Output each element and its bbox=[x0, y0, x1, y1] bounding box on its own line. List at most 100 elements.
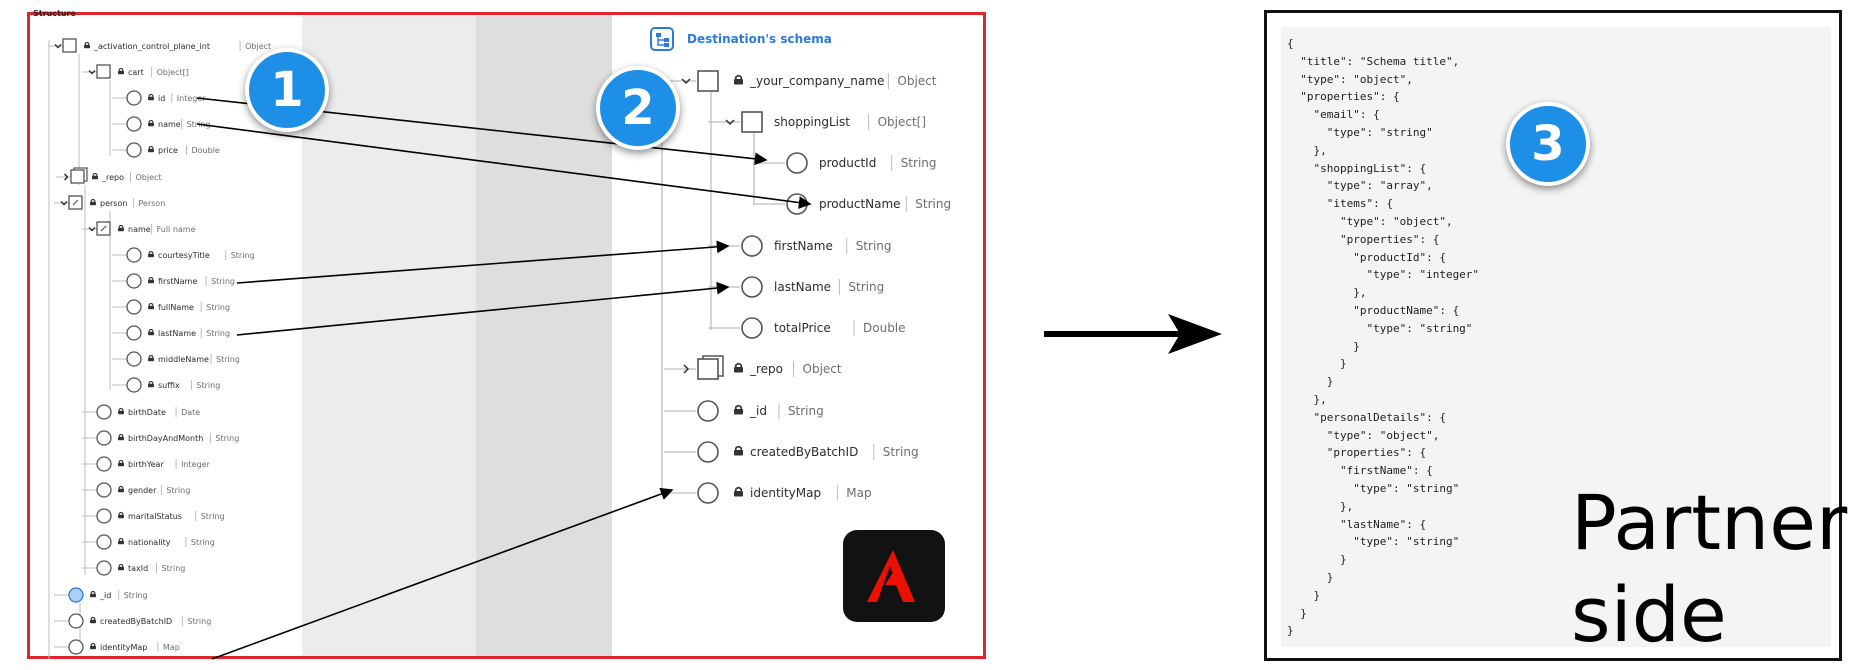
source-row[interactable]: birthDayAndMonth String bbox=[82, 430, 239, 446]
field-node-icon bbox=[741, 317, 763, 339]
lock-icon bbox=[148, 93, 154, 101]
chevron-icon[interactable] bbox=[63, 173, 69, 181]
lock-icon bbox=[148, 302, 154, 310]
field-node-icon bbox=[697, 400, 719, 422]
destination-field-label: createdByBatchID bbox=[750, 445, 858, 459]
chevron-icon[interactable] bbox=[725, 119, 735, 126]
chevron-icon[interactable] bbox=[60, 200, 68, 206]
source-row[interactable]: middleName String bbox=[112, 351, 240, 367]
chevron-icon[interactable] bbox=[681, 78, 691, 85]
source-row[interactable]: name Full name bbox=[82, 221, 196, 236]
source-row[interactable]: person Person bbox=[54, 195, 165, 210]
destination-tree: _your_company_name Object shoppingList Obje… bbox=[661, 70, 951, 504]
source-row[interactable]: createdByBatchID String bbox=[54, 613, 211, 629]
lock-icon bbox=[734, 486, 743, 497]
source-row[interactable]: price Double bbox=[112, 142, 220, 158]
source-row[interactable]: lastName String bbox=[112, 325, 230, 341]
source-row[interactable]: birthYear Integer bbox=[82, 456, 211, 472]
map-arrow-firstname bbox=[236, 240, 730, 284]
source-field-type: Person bbox=[138, 199, 165, 208]
source-row[interactable]: taxId String bbox=[82, 560, 186, 576]
destination-field-type: Object[] bbox=[878, 115, 926, 129]
source-row[interactable]: cart Object[] bbox=[82, 64, 189, 79]
lock-icon bbox=[118, 459, 124, 467]
destination-row[interactable]: identityMap Map bbox=[664, 482, 872, 504]
source-row[interactable]: gender String bbox=[82, 482, 190, 498]
field-node-icon bbox=[96, 456, 112, 472]
destination-row[interactable]: _your_company_name Object bbox=[664, 70, 937, 92]
source-row[interactable]: id Integer bbox=[112, 90, 206, 106]
object-node-icon bbox=[697, 358, 719, 380]
source-row[interactable]: fullName String bbox=[112, 299, 230, 315]
field-node-icon bbox=[697, 441, 719, 463]
source-field-type: String bbox=[187, 617, 211, 626]
source-row[interactable]: firstName String bbox=[112, 273, 235, 289]
source-field-type: Integer bbox=[177, 94, 206, 103]
source-field-label: maritalStatus bbox=[128, 512, 182, 521]
destination-field-type: String bbox=[856, 239, 892, 253]
field-node-icon bbox=[126, 142, 142, 158]
source-field-label: _id bbox=[99, 591, 111, 600]
source-field-type: String bbox=[215, 434, 239, 443]
destination-row[interactable]: _id String bbox=[664, 400, 824, 422]
badge-1: 1 bbox=[245, 48, 329, 132]
source-row[interactable]: _activation_control_plane_int Object bbox=[48, 38, 271, 53]
source-row[interactable]: suffix String bbox=[112, 377, 220, 393]
source-field-type: String bbox=[166, 486, 190, 495]
adobe-logo bbox=[843, 530, 945, 622]
badge-2: 2 bbox=[596, 66, 680, 150]
destination-row[interactable]: productName String bbox=[753, 193, 951, 215]
destination-field-label: productName bbox=[819, 197, 901, 211]
destination-row[interactable]: createdByBatchID String bbox=[664, 441, 919, 463]
source-field-label: createdByBatchID bbox=[100, 617, 172, 626]
chevron-icon[interactable] bbox=[88, 226, 96, 232]
chevron-icon[interactable] bbox=[683, 364, 690, 374]
source-field-type: String bbox=[196, 381, 220, 390]
source-row[interactable]: _repo Object bbox=[56, 167, 162, 184]
destination-field-label: _your_company_name bbox=[749, 74, 884, 88]
source-field-type: Object bbox=[245, 42, 271, 51]
destination-field-type: Object bbox=[897, 74, 936, 88]
object-node-icon bbox=[96, 64, 111, 79]
chevron-icon[interactable] bbox=[88, 69, 96, 75]
field-node-icon bbox=[96, 508, 112, 524]
lock-icon bbox=[118, 224, 124, 232]
source-row[interactable]: name String bbox=[112, 116, 210, 132]
object-node-icon bbox=[70, 169, 85, 184]
destination-row[interactable]: lastName String bbox=[708, 276, 884, 298]
lock-icon bbox=[90, 616, 96, 624]
schema-tree-icon bbox=[650, 27, 674, 51]
source-row[interactable]: _id String bbox=[54, 587, 148, 603]
partner-side-label: Partner side bbox=[1571, 478, 1848, 659]
source-row[interactable]: birthDate Date bbox=[82, 404, 200, 420]
field-node-icon bbox=[697, 482, 719, 504]
source-field-type: String bbox=[211, 277, 235, 286]
lock-icon bbox=[118, 67, 124, 75]
destination-row[interactable]: firstName String bbox=[708, 235, 892, 257]
chevron-icon[interactable] bbox=[54, 43, 62, 49]
source-field-label: taxId bbox=[128, 564, 148, 573]
destination-row[interactable]: productId String bbox=[753, 152, 937, 174]
map-arrow-identitymap bbox=[211, 487, 674, 660]
source-field-label: identityMap bbox=[100, 643, 147, 652]
source-field-label: courtesyTitle bbox=[158, 251, 210, 260]
source-field-label: _activation_control_plane_int bbox=[93, 42, 210, 51]
source-field-type: Object bbox=[136, 173, 162, 182]
source-field-type: String bbox=[206, 329, 230, 338]
lock-icon bbox=[734, 404, 743, 415]
source-row[interactable]: nationality String bbox=[82, 534, 215, 550]
destination-row[interactable]: totalPrice Double bbox=[708, 317, 906, 339]
source-row[interactable]: courtesyTitle String bbox=[112, 247, 255, 263]
destination-row[interactable]: shoppingList Object[] bbox=[708, 111, 926, 133]
field-node-icon bbox=[96, 534, 112, 550]
destination-row[interactable]: _repo Object bbox=[664, 355, 842, 380]
source-field-type: String bbox=[162, 564, 186, 573]
source-field-type: Map bbox=[163, 643, 180, 652]
source-field-label: nationality bbox=[128, 538, 171, 547]
field-node-icon bbox=[68, 639, 84, 655]
source-panel-title: Structure bbox=[33, 9, 76, 18]
lock-icon bbox=[118, 407, 124, 415]
source-row[interactable]: maritalStatus String bbox=[82, 508, 225, 524]
lock-icon bbox=[734, 362, 743, 373]
source-row[interactable]: identityMap Map bbox=[54, 639, 180, 655]
